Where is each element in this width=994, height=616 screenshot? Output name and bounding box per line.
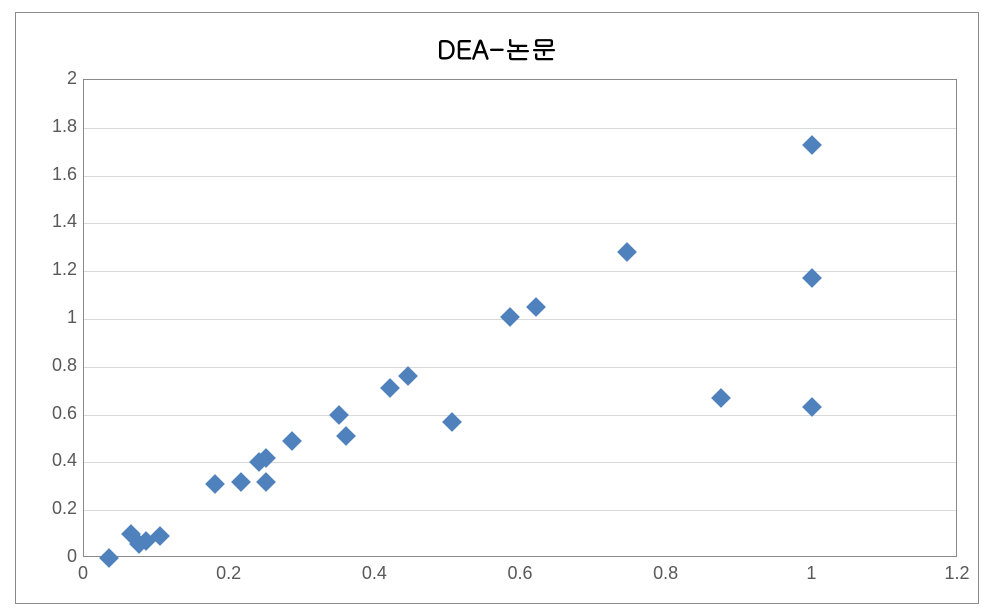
y-tick-label: 2 (33, 68, 77, 89)
y-tick-label: 1.4 (33, 211, 77, 232)
data-point (205, 474, 225, 494)
y-tick-label: 1.2 (33, 259, 77, 280)
data-point (256, 472, 276, 492)
data-point (336, 426, 356, 446)
x-tick-label: 0.6 (495, 563, 545, 584)
y-tick-label: 0.6 (33, 403, 77, 424)
y-tick-label: 0.2 (33, 498, 77, 519)
x-tick-label: 1.2 (932, 563, 982, 584)
gridline-h (84, 319, 956, 320)
data-point (526, 297, 546, 317)
data-point (802, 135, 822, 155)
gridline-h (84, 223, 956, 224)
data-point (329, 405, 349, 425)
data-point (711, 388, 731, 408)
data-point (231, 472, 251, 492)
x-tick-label: 0.2 (204, 563, 254, 584)
y-tick-label: 1.8 (33, 116, 77, 137)
data-point (151, 527, 171, 547)
x-tick-label: 1 (786, 563, 836, 584)
y-tick-label: 0.4 (33, 450, 77, 471)
x-tick-label: 0.4 (349, 563, 399, 584)
gridline-h (84, 176, 956, 177)
gridline-h (84, 128, 956, 129)
chart-outer: DEA-논문 00.20.40.60.811.21.41.61.8200.20.… (15, 12, 979, 604)
plot-area (83, 79, 957, 557)
data-point (282, 431, 302, 451)
gridline-h (84, 510, 956, 511)
y-tick-label: 0.8 (33, 355, 77, 376)
gridline-h (84, 367, 956, 368)
chart-title: DEA-논문 (16, 31, 978, 67)
gridline-h (84, 415, 956, 416)
data-point (398, 366, 418, 386)
data-point (617, 242, 637, 262)
data-point (380, 378, 400, 398)
gridline-h (84, 271, 956, 272)
gridline-h (84, 462, 956, 463)
data-point (500, 307, 520, 327)
x-tick-label: 0 (58, 563, 108, 584)
x-tick-label: 0.8 (641, 563, 691, 584)
y-tick-label: 1 (33, 307, 77, 328)
y-tick-label: 1.6 (33, 164, 77, 185)
